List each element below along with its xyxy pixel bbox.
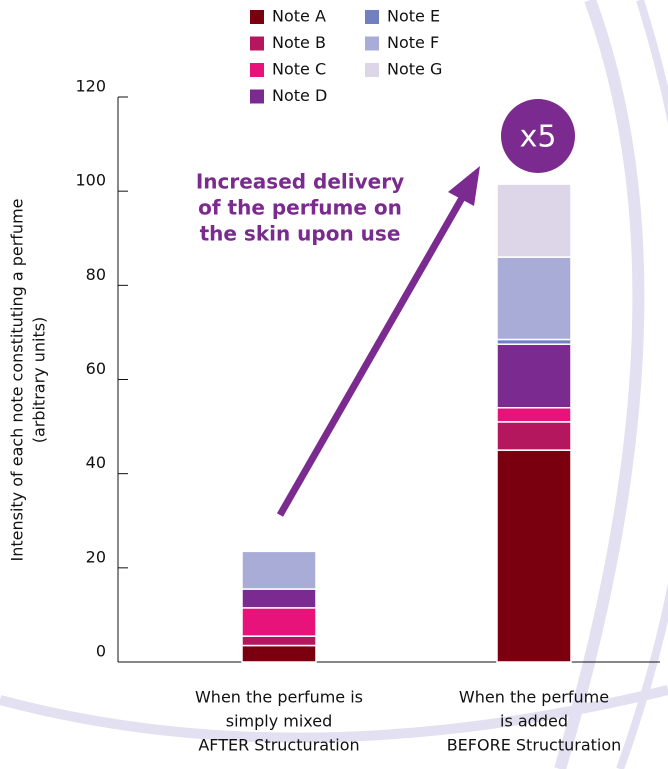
legend-label: Note C <box>272 60 326 79</box>
bar-segment <box>241 635 317 647</box>
arc <box>616 0 668 769</box>
bar-segment <box>496 421 572 451</box>
legend-label: Note F <box>387 33 439 52</box>
x-tick-label: AFTER Structuration <box>198 736 359 755</box>
y-tick-label: 20 <box>86 547 106 566</box>
legend-swatch <box>250 89 264 104</box>
y-tick-label: 100 <box>75 171 106 190</box>
arrow-head <box>448 166 480 206</box>
y-tick-label: 80 <box>86 265 106 284</box>
x-tick-label: When the perfume <box>459 688 609 707</box>
legend-swatch <box>250 10 264 24</box>
y-tick-label: 40 <box>86 453 106 472</box>
y-axis-label: (arbitrary units) <box>30 317 49 444</box>
legend-label: Note G <box>387 60 442 79</box>
x-tick-label: When the perfume is <box>195 688 363 707</box>
annotation: the skin upon use <box>200 222 401 246</box>
y-tick-label: 120 <box>75 77 106 96</box>
bar-segment <box>496 183 572 258</box>
legend-swatch <box>250 36 264 51</box>
legend-swatch <box>365 36 379 51</box>
bar-segment <box>241 607 317 637</box>
bar-segment <box>496 256 572 341</box>
arc <box>554 0 645 769</box>
badge-circle <box>501 99 575 173</box>
legend-label: Note E <box>387 7 440 26</box>
legend-label: Note A <box>272 7 326 26</box>
bar-segment <box>241 550 317 590</box>
legend-label: Note B <box>272 33 326 52</box>
arc <box>0 685 668 743</box>
y-axis-label: Intensity of each note constituting a pe… <box>8 198 27 561</box>
x-tick-label: BEFORE Structuration <box>447 736 622 755</box>
bar-segment <box>241 644 317 663</box>
bar-segment <box>496 407 572 423</box>
annotation: Increased delivery <box>196 170 404 194</box>
badge: x5 <box>520 120 557 155</box>
x-tick-label: simply mixed <box>226 712 333 731</box>
legend-swatch <box>365 10 379 24</box>
annotation: of the perfume on <box>198 196 402 220</box>
arrow-shaft <box>276 196 466 517</box>
legend-swatch <box>250 63 264 77</box>
x-tick-label: is added <box>500 712 568 731</box>
legend-swatch <box>365 63 379 77</box>
bar-segment <box>241 588 317 609</box>
bar-segment <box>496 343 572 409</box>
y-tick-label: 60 <box>86 359 106 378</box>
legend-label: Note D <box>272 86 327 105</box>
y-tick-label: 0 <box>96 642 106 661</box>
bar-segment <box>496 449 572 663</box>
